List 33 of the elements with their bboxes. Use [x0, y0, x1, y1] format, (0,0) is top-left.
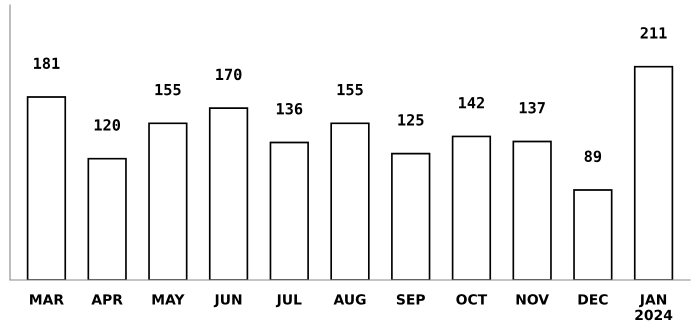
data-label: 170: [216, 68, 242, 80]
bar: [208, 107, 248, 280]
x-tick-label: APR: [91, 294, 123, 304]
x-tick-label: SEP: [396, 294, 425, 305]
x-tick-label: JUN: [214, 294, 242, 308]
data-label: 155: [155, 84, 181, 96]
x-tick-label: DEC: [578, 294, 608, 305]
data-label: 155: [338, 84, 363, 96]
bar: [26, 96, 66, 280]
x-tick-label: MAR: [30, 294, 64, 304]
bar: [452, 136, 492, 280]
x-tick-label: JAN 2024: [635, 294, 672, 320]
data-label: 137: [520, 102, 545, 114]
data-label: 211: [640, 27, 667, 38]
x-tick-label: OCT: [456, 294, 488, 305]
data-label: 142: [459, 96, 484, 108]
bar: [330, 122, 370, 280]
x-tick-label: AUG: [334, 294, 366, 305]
bar: [270, 142, 309, 280]
data-label: 136: [276, 102, 302, 115]
data-label: 125: [398, 114, 424, 126]
bar: [87, 158, 127, 280]
bar: [573, 189, 613, 280]
data-label: 181: [34, 57, 60, 70]
bar: [148, 122, 188, 280]
data-label: 89: [584, 150, 602, 162]
bar: [391, 152, 430, 280]
x-tick-label: MAY: [152, 294, 185, 304]
bar: [634, 66, 674, 280]
bar: [512, 140, 552, 280]
data-label: 120: [94, 119, 120, 131]
x-tick-label: JUL: [276, 294, 302, 308]
x-tick-label: NOV: [516, 294, 549, 305]
